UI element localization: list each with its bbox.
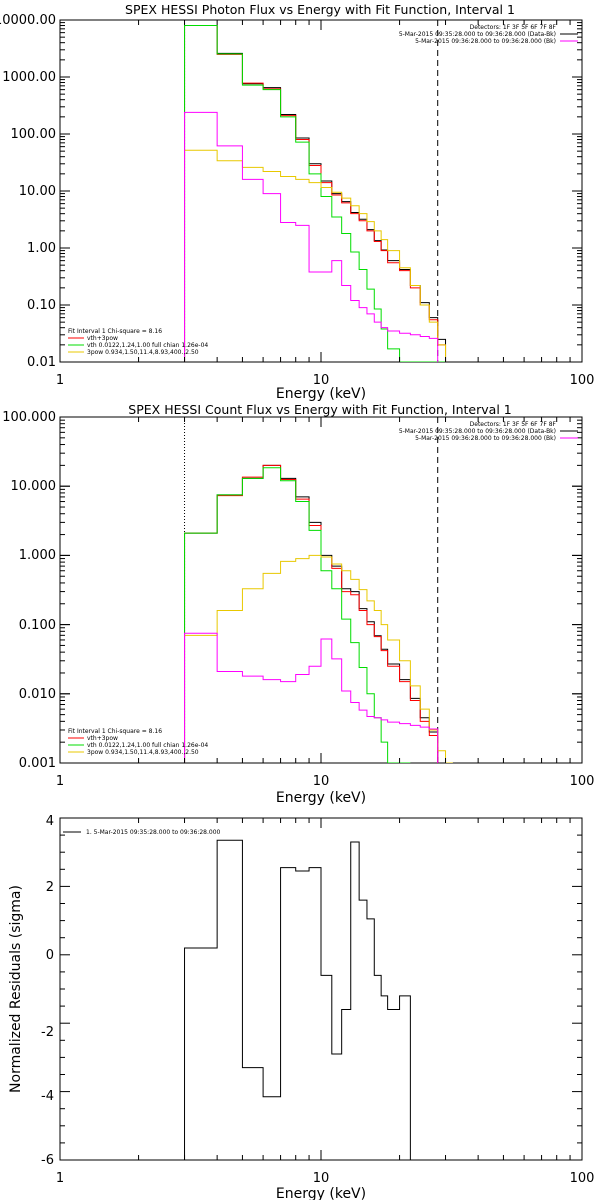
y-tick-label: 0.10: [27, 298, 56, 313]
y-tick-label: 2: [46, 880, 54, 895]
x-tick-label: 10: [313, 774, 330, 789]
x-tick-label: 100: [570, 373, 595, 388]
legend-entry-data: 5-Mar-2015 09:35:28.000 to 09:36:28.000 …: [399, 428, 556, 435]
count-flux-panel: SPEX HESSI Count Flux vs Energy with Fit…: [2, 402, 594, 806]
plot-data: [184, 417, 453, 763]
y-tick-label: 4: [46, 814, 54, 829]
x-tick-label: 1: [56, 1171, 64, 1186]
x-tick-label: 1: [56, 774, 64, 789]
x-tick-label: 100: [570, 774, 595, 789]
series-line-data-bk: [184, 464, 439, 763]
x-axis-label: Energy (keV): [276, 1186, 366, 1200]
series-line-1: [184, 839, 411, 1160]
legend-entry-total: vth+3pow: [87, 335, 118, 342]
y-axis-label: Normalized Residuals (sigma): [8, 885, 24, 1093]
chart-title: SPEX HESSI Photon Flux vs Energy with Fi…: [125, 2, 515, 17]
series-line-3pow: [184, 149, 447, 362]
series-line-vth: [184, 25, 446, 362]
legend-entry-interval: 1. 5-Mar-2015 09:35:28.000 to 09:36:28.0…: [86, 829, 221, 836]
legend-entry-vth: vth 0.0122,1.24,1.00 full chian 1.26e-04: [87, 342, 208, 349]
y-tick-label: 100.000: [2, 410, 56, 425]
y-tick-label: 0.01: [27, 355, 56, 370]
legend-entry-vth: vth 0.0122,1.24,1.00 full chian 1.26e-04: [87, 742, 208, 749]
y-tick-label: 0.001: [19, 756, 56, 771]
chart-title: SPEX HESSI Count Flux vs Energy with Fit…: [128, 402, 511, 417]
series-line-3pow: [184, 554, 453, 763]
legend-fit-interval: Fit Interval 1 Chi-square = 8.16: [68, 728, 162, 735]
axis-ticks: [59, 817, 583, 1161]
plot-frame: [59, 416, 583, 764]
series-line-vth-3pow: [184, 25, 447, 362]
y-tick-label: 0.100: [19, 618, 56, 633]
axis-ticks: [59, 19, 583, 363]
legend-entry-bk: 5-Mar-2015 09:36:28.000 to 09:36:28.000 …: [415, 435, 556, 442]
x-axis-label: Energy (keV): [276, 386, 366, 402]
axis-ticks: [59, 416, 583, 764]
series-line-vth: [184, 467, 411, 763]
plot-data: [184, 20, 447, 362]
y-tick-label: 0.010: [19, 687, 56, 702]
legend-entry-data: 5-Mar-2015 09:35:28.000 to 09:36:28.000 …: [399, 31, 556, 38]
legend-entry-3pow: 3pow 0.934,1.50,11.4,8.93,400.,2.50: [87, 349, 199, 356]
series-line-bk: [184, 111, 439, 362]
y-tick-label: -2: [41, 1025, 54, 1040]
x-tick-label: 10: [313, 1171, 330, 1186]
legend-detectors: Detectors: 1F 3F 5F 6F 7F 8F: [470, 421, 557, 428]
x-tick-label: 10: [313, 373, 330, 388]
x-axis-label: Energy (keV): [276, 790, 366, 806]
y-tick-label: -6: [41, 1153, 54, 1168]
legend-entry-3pow: 3pow 0.934,1.50,11.4,8.93,400.,2.50: [87, 749, 199, 756]
y-tick-label: 10.000: [11, 479, 57, 494]
y-tick-label: -4: [41, 1089, 54, 1104]
series-line-data-bk: [184, 25, 447, 362]
y-tick-label: 1000.00: [2, 70, 56, 85]
legend-entry-total: vth+3pow: [87, 735, 118, 742]
y-tick-label: 1.00: [27, 241, 56, 256]
plot-data: [184, 839, 411, 1160]
x-tick-label: 1: [56, 373, 64, 388]
photon-flux-panel: SPEX HESSI Photon Flux vs Energy with Fi…: [0, 2, 594, 402]
legend-entry-bk: 5-Mar-2015 09:36:28.000 to 09:36:28.000 …: [415, 38, 556, 45]
residuals-panel: 1 10 100 Energy (keV) -6 -4 -2 0 2 4 Nor…: [8, 814, 594, 1200]
series-line-bk: [184, 632, 439, 763]
legend-detectors: Detectors: 1F 3F 5F 6F 7F 8F: [470, 24, 557, 31]
x-tick-label: 100: [570, 1171, 595, 1186]
y-tick-label: 100.00: [11, 127, 57, 142]
legend-fit-interval: Fit Interval 1 Chi-square = 8.16: [68, 328, 162, 335]
series-line-vth-3pow: [184, 464, 439, 763]
y-tick-label: 1.000: [19, 548, 56, 563]
y-tick-label: 10000.00: [0, 13, 56, 28]
y-tick-label: 10.00: [19, 184, 56, 199]
y-tick-label: 0: [46, 948, 54, 963]
